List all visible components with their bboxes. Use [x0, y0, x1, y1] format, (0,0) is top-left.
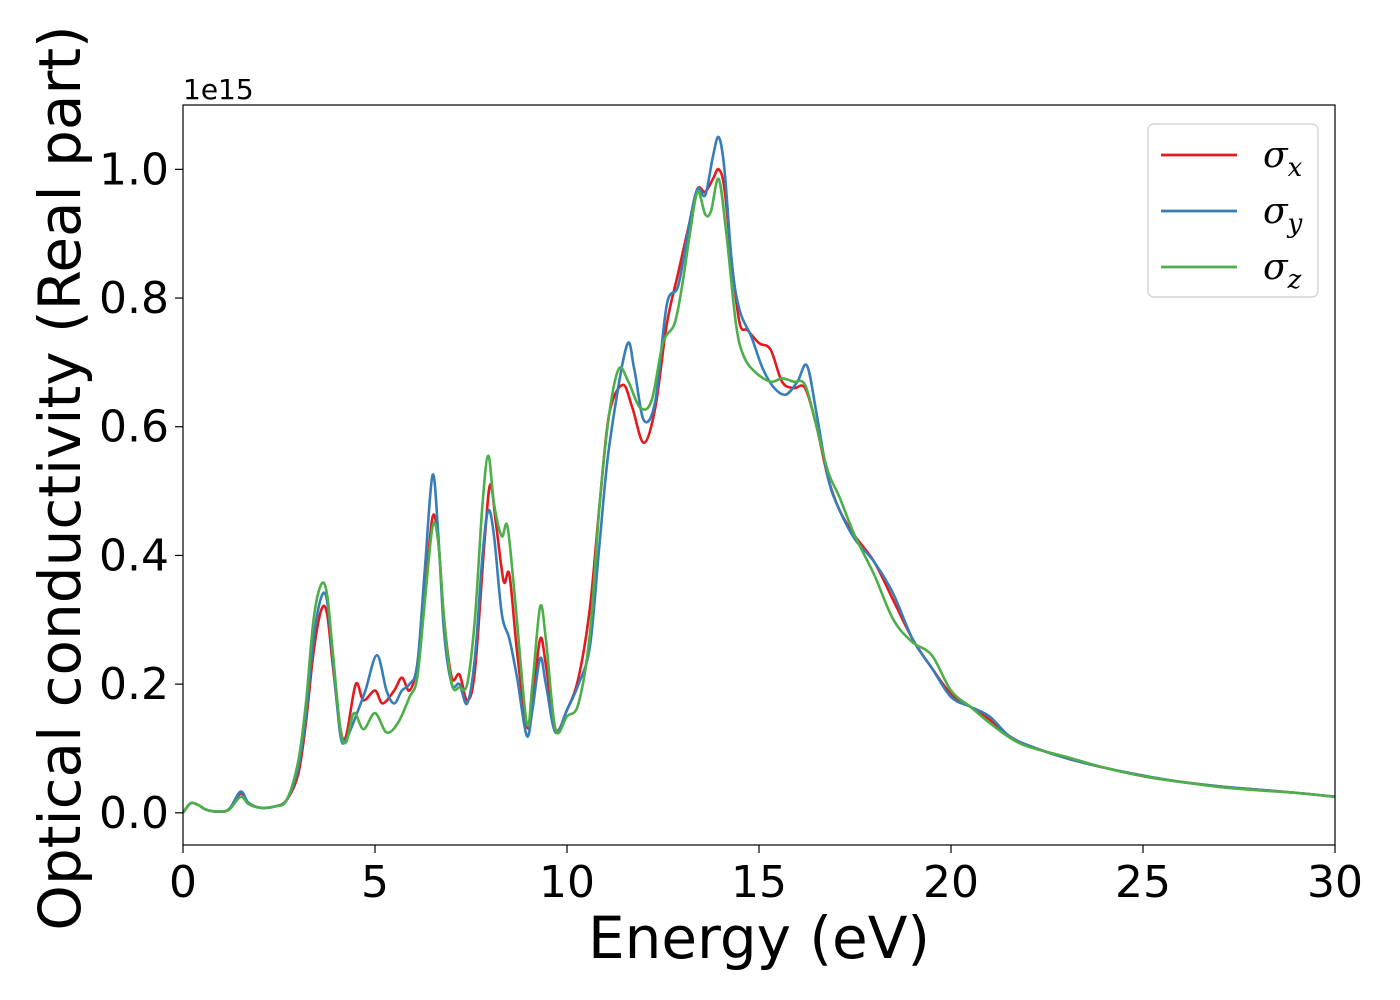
y-axis-title: Optical conductivity (Real part): [26, 25, 94, 930]
y-axis-ticks: 0.0 0.2 0.4 0.6 0.8 1.0: [99, 144, 183, 839]
x-tick-label: 5: [361, 857, 389, 908]
y-tick-label: 0.2: [99, 659, 169, 710]
series-line-z: [181, 177, 1336, 814]
x-tick-label: 15: [731, 857, 787, 908]
x-tick-label: 20: [923, 857, 979, 908]
x-tick-label: 0: [169, 857, 197, 908]
y-tick-label: 0.6: [99, 402, 169, 453]
y-axis-offset-label: 1e15: [183, 73, 254, 106]
x-tick-label: 25: [1115, 857, 1171, 908]
x-axis-ticks: 0 5 10 15 20 25 30: [169, 845, 1363, 908]
y-tick-label: 1.0: [99, 144, 169, 195]
x-tick-label: 10: [539, 857, 595, 908]
y-tick-label: 0.8: [99, 273, 169, 324]
y-tick-label: 0.0: [99, 788, 169, 839]
x-tick-label: 30: [1307, 857, 1363, 908]
series-layer: [181, 135, 1336, 814]
x-axis-title: Energy (eV): [588, 904, 930, 972]
y-tick-label: 0.4: [99, 530, 169, 581]
